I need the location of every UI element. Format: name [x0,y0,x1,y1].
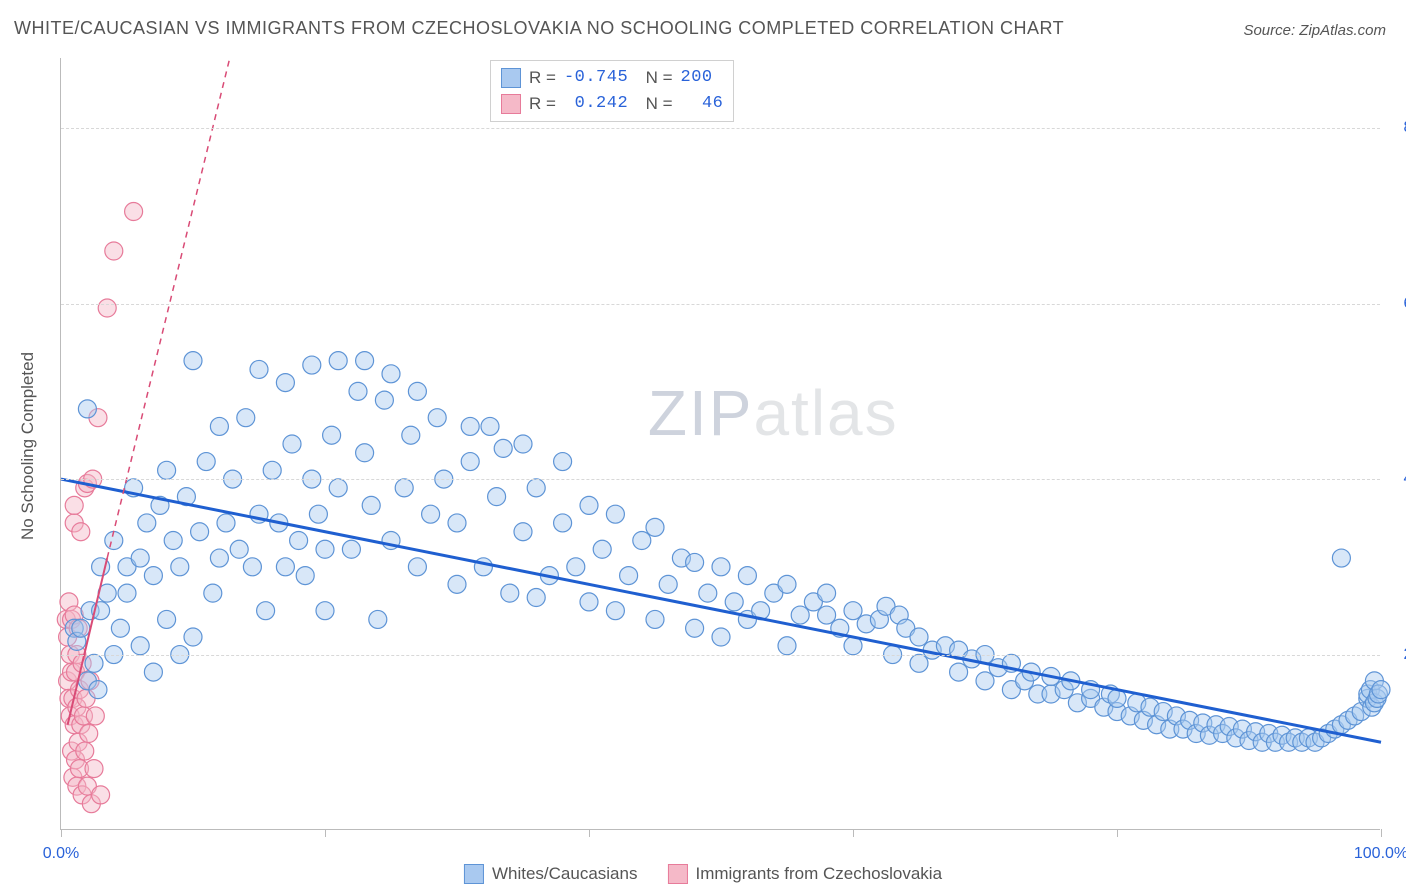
x-tick [325,829,326,837]
legend-swatch-1 [464,864,484,884]
x-tick [1381,829,1382,837]
swatch-series-2 [501,94,521,114]
stat-r-value-2-inner: 0.242 [575,94,629,113]
stat-r-value-1: -0.745 [564,65,628,91]
y-axis-label: No Schooling Completed [18,352,38,540]
stat-n-label-1: N = [636,65,672,91]
stat-n-value-2-inner: 46 [702,94,723,113]
stat-legend: R = -0.745 N = 200 R = 0.242 N = 46 [490,60,734,122]
grid-line [61,128,1380,129]
legend-item-1: Whites/Caucasians [464,864,638,884]
grid-line [61,479,1380,480]
stat-r-label-1: R = [529,65,556,91]
grid-line [61,655,1380,656]
bottom-legend: Whites/Caucasians Immigrants from Czecho… [464,864,942,884]
legend-label-2: Immigrants from Czechoslovakia [695,864,942,884]
stat-n-value-1: 200 [681,65,713,91]
chart-title: WHITE/CAUCASIAN VS IMMIGRANTS FROM CZECH… [14,18,1064,39]
stat-row-1: R = -0.745 N = 200 [501,65,723,91]
stat-n-value-2: 46 [681,91,724,117]
plot-area: ZIPatlas 2.0%4.0%6.0%8.0%0.0%100.0% [60,58,1380,830]
x-tick [61,829,62,837]
stat-n-label-2: N = [636,91,672,117]
legend-label-1: Whites/Caucasians [492,864,638,884]
legend-swatch-2 [667,864,687,884]
y-tick-label: 6.0% [1385,295,1406,313]
stat-r-value-2: 0.242 [564,91,628,117]
x-tick [589,829,590,837]
swatch-series-1 [501,68,521,88]
stat-r-label-2: R = [529,91,556,117]
y-tick-label: 2.0% [1385,646,1406,664]
stat-row-2: R = 0.242 N = 46 [501,91,723,117]
x-tick-label: 0.0% [43,845,79,863]
x-tick-label: 100.0% [1354,845,1406,863]
grid-line [61,304,1380,305]
legend-item-2: Immigrants from Czechoslovakia [667,864,942,884]
chart-svg [61,58,1380,829]
x-tick [853,829,854,837]
y-tick-label: 8.0% [1385,119,1406,137]
x-tick [1117,829,1118,837]
source-label: Source: ZipAtlas.com [1243,22,1386,39]
y-tick-label: 4.0% [1385,470,1406,488]
